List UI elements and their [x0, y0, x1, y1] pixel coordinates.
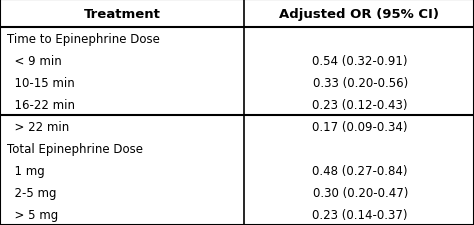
Text: 0.23 (0.12-0.43): 0.23 (0.12-0.43)	[312, 98, 408, 111]
Text: Treatment: Treatment	[83, 8, 161, 20]
Text: > 5 mg: > 5 mg	[7, 208, 58, 220]
Text: < 9 min: < 9 min	[7, 54, 62, 68]
Text: 16-22 min: 16-22 min	[7, 98, 75, 111]
Text: Adjusted OR (95% CI): Adjusted OR (95% CI)	[279, 8, 439, 20]
Text: 0.30 (0.20-0.47): 0.30 (0.20-0.47)	[312, 186, 408, 199]
Text: 0.33 (0.20-0.56): 0.33 (0.20-0.56)	[313, 76, 408, 89]
Text: 0.48 (0.27-0.84): 0.48 (0.27-0.84)	[312, 164, 408, 177]
Text: Total Epinephrine Dose: Total Epinephrine Dose	[7, 142, 143, 155]
Text: 0.17 (0.09-0.34): 0.17 (0.09-0.34)	[312, 120, 408, 133]
Text: Time to Epinephrine Dose: Time to Epinephrine Dose	[7, 33, 160, 45]
Text: 10-15 min: 10-15 min	[7, 76, 75, 89]
Text: 0.54 (0.32-0.91): 0.54 (0.32-0.91)	[312, 54, 408, 68]
Text: 2-5 mg: 2-5 mg	[7, 186, 56, 199]
Text: 1 mg: 1 mg	[7, 164, 45, 177]
Text: 0.23 (0.14-0.37): 0.23 (0.14-0.37)	[312, 208, 408, 220]
Text: > 22 min: > 22 min	[7, 120, 69, 133]
